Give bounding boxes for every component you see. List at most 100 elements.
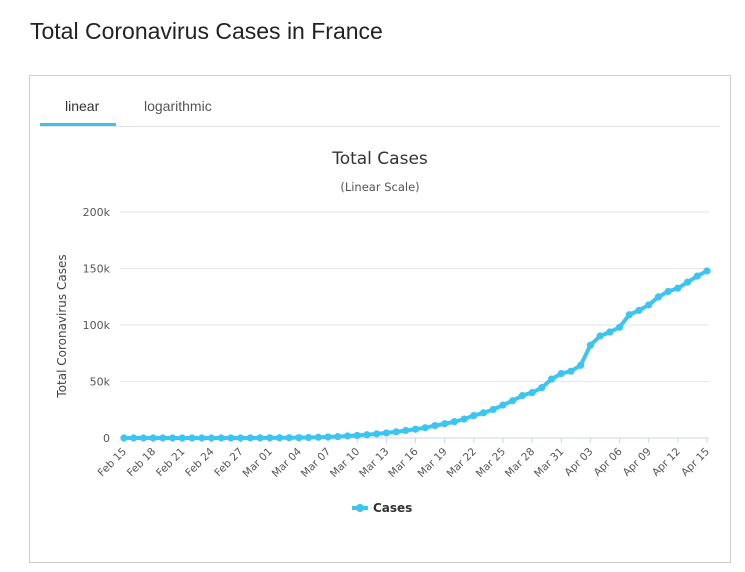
- data-point[interactable]: [703, 267, 711, 275]
- data-point[interactable]: [256, 434, 264, 442]
- x-tick-label: Apr 03: [562, 446, 595, 479]
- x-tick-label: Mar 01: [241, 446, 275, 480]
- data-point[interactable]: [324, 433, 332, 441]
- x-tick-label: Feb 15: [96, 446, 129, 479]
- x-tick-label: Mar 10: [328, 446, 362, 480]
- data-point[interactable]: [120, 434, 128, 442]
- data-point[interactable]: [130, 434, 138, 442]
- data-point[interactable]: [363, 431, 371, 439]
- data-point[interactable]: [683, 278, 692, 286]
- y-tick-label: 200k: [83, 206, 111, 219]
- data-point[interactable]: [577, 361, 585, 369]
- data-point[interactable]: [353, 431, 361, 440]
- y-tick-label: 100k: [83, 319, 111, 332]
- chart-title: Total Cases: [331, 149, 428, 169]
- active-tab-indicator: [40, 123, 116, 126]
- data-point[interactable]: [518, 391, 526, 400]
- data-point[interactable]: [139, 434, 148, 442]
- y-axis-label: Total Coronavirus Cases: [55, 254, 69, 398]
- data-point[interactable]: [217, 434, 225, 442]
- legend-marker: [356, 504, 364, 512]
- line-chart: Total Cases (Linear Scale) Total Coronav…: [55, 149, 712, 515]
- data-point[interactable]: [567, 367, 575, 375]
- data-point[interactable]: [489, 405, 497, 414]
- legend-label-cases: Cases: [373, 501, 412, 515]
- x-tick-label: Mar 13: [357, 446, 391, 480]
- page-title: Total Coronavirus Cases in France: [30, 18, 383, 44]
- data-point[interactable]: [149, 434, 157, 442]
- x-tick-label: Apr 12: [650, 446, 683, 479]
- chart-subtitle: (Linear Scale): [340, 180, 419, 194]
- x-tick-label: Mar 16: [386, 445, 421, 480]
- data-point[interactable]: [450, 418, 458, 426]
- data-point[interactable]: [246, 434, 254, 442]
- data-point[interactable]: [431, 421, 439, 430]
- data-point[interactable]: [334, 433, 342, 441]
- y-tick-label: 50k: [90, 376, 111, 389]
- data-point[interactable]: [402, 426, 410, 435]
- legend[interactable]: Cases: [352, 501, 412, 515]
- y-tick-label: 0: [103, 432, 110, 445]
- data-point[interactable]: [645, 301, 653, 309]
- y-axis-ticks: 0 50k 100k 150k 200k: [83, 206, 111, 445]
- data-point[interactable]: [509, 397, 517, 405]
- data-point[interactable]: [674, 284, 682, 292]
- data-point[interactable]: [411, 425, 420, 433]
- data-point[interactable]: [547, 375, 556, 383]
- scale-tabs: linear logarithmic: [40, 76, 720, 127]
- data-point[interactable]: [654, 293, 663, 301]
- x-tick-label: Mar 19: [415, 446, 449, 480]
- data-point[interactable]: [159, 434, 167, 442]
- x-tick-label: Apr 09: [621, 446, 654, 479]
- data-point[interactable]: [586, 341, 595, 349]
- x-tick-label: Feb 24: [183, 445, 217, 479]
- x-tick-label: Mar 25: [474, 446, 508, 480]
- data-point[interactable]: [615, 323, 624, 331]
- data-point[interactable]: [693, 272, 701, 280]
- x-tick-label: Apr 15: [679, 446, 712, 479]
- data-point[interactable]: [198, 434, 206, 442]
- data-point[interactable]: [168, 434, 177, 442]
- x-tick-label: Feb 27: [212, 446, 245, 479]
- data-point[interactable]: [188, 434, 196, 442]
- data-point[interactable]: [557, 370, 565, 378]
- x-tick-label: Mar 28: [503, 446, 537, 480]
- x-tick-label: Mar 04: [270, 445, 305, 480]
- data-point[interactable]: [528, 389, 536, 397]
- data-point[interactable]: [441, 420, 449, 428]
- chart-panel: linear logarithmic Total Cases (Linear S…: [29, 75, 731, 563]
- x-tick-label: Feb 18: [125, 446, 158, 479]
- data-point[interactable]: [382, 429, 390, 437]
- data-point[interactable]: [479, 409, 488, 417]
- data-point[interactable]: [664, 287, 672, 296]
- tab-linear[interactable]: linear: [65, 98, 100, 114]
- data-point[interactable]: [373, 430, 381, 438]
- data-point[interactable]: [606, 328, 614, 336]
- data-point[interactable]: [625, 311, 633, 319]
- data-point[interactable]: [596, 332, 604, 340]
- data-point[interactable]: [314, 433, 322, 441]
- data-point[interactable]: [538, 384, 546, 392]
- data-point[interactable]: [227, 434, 235, 442]
- x-tick-label: Feb 21: [154, 446, 187, 479]
- data-point[interactable]: [295, 434, 303, 442]
- tab-logarithmic[interactable]: logarithmic: [144, 98, 212, 114]
- data-point[interactable]: [460, 415, 468, 423]
- data-point[interactable]: [499, 401, 507, 409]
- data-point[interactable]: [266, 434, 274, 442]
- data-point[interactable]: [207, 434, 216, 442]
- data-point[interactable]: [392, 428, 400, 436]
- data-point[interactable]: [635, 306, 643, 314]
- data-point[interactable]: [178, 434, 186, 442]
- data-point[interactable]: [275, 434, 284, 442]
- data-point[interactable]: [285, 434, 293, 442]
- data-point[interactable]: [421, 424, 429, 432]
- data-point[interactable]: [305, 433, 313, 442]
- data-point[interactable]: [470, 411, 478, 420]
- series-cases: [120, 267, 711, 442]
- y-tick-label: 150k: [83, 263, 111, 276]
- data-point[interactable]: [343, 432, 352, 440]
- x-tick-label: Mar 31: [532, 446, 566, 480]
- data-point[interactable]: [237, 434, 245, 442]
